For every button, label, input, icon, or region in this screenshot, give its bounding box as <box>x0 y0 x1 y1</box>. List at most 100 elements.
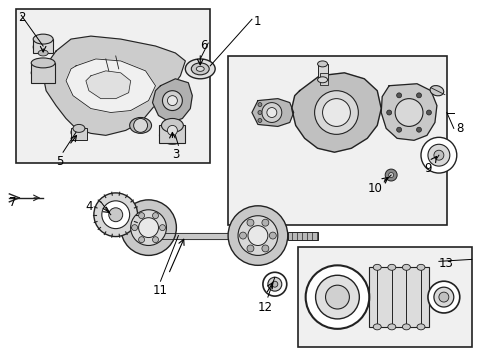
Circle shape <box>102 201 129 229</box>
Ellipse shape <box>161 118 183 132</box>
Ellipse shape <box>416 324 424 330</box>
Bar <box>31 63 55 83</box>
Circle shape <box>138 218 158 238</box>
Circle shape <box>239 232 246 239</box>
Polygon shape <box>86 71 130 99</box>
Circle shape <box>386 110 391 115</box>
Circle shape <box>266 108 276 117</box>
Circle shape <box>262 103 281 122</box>
Ellipse shape <box>191 63 209 75</box>
Circle shape <box>159 225 165 231</box>
Text: 12: 12 <box>257 301 272 314</box>
Circle shape <box>426 110 430 115</box>
Bar <box>368 267 428 327</box>
Ellipse shape <box>31 58 55 68</box>
Circle shape <box>388 172 393 177</box>
Ellipse shape <box>73 125 85 132</box>
Ellipse shape <box>129 117 151 133</box>
Bar <box>227 56 446 225</box>
Circle shape <box>257 111 262 114</box>
Polygon shape <box>43 36 185 135</box>
Circle shape <box>121 200 176 255</box>
Ellipse shape <box>196 66 204 71</box>
Ellipse shape <box>71 126 87 138</box>
Circle shape <box>267 277 281 291</box>
Ellipse shape <box>185 59 215 79</box>
Ellipse shape <box>33 34 53 44</box>
Circle shape <box>269 232 276 239</box>
Text: 1: 1 <box>253 15 261 28</box>
Circle shape <box>108 208 122 222</box>
Circle shape <box>433 150 443 160</box>
Circle shape <box>385 169 396 181</box>
Circle shape <box>416 93 421 98</box>
Circle shape <box>416 127 421 132</box>
Polygon shape <box>66 59 155 113</box>
Ellipse shape <box>33 41 53 53</box>
Circle shape <box>396 127 401 132</box>
Ellipse shape <box>159 126 185 144</box>
Polygon shape <box>291 73 381 152</box>
Circle shape <box>271 281 277 287</box>
Text: 7: 7 <box>9 196 17 209</box>
Bar <box>71 129 87 140</box>
Circle shape <box>227 206 287 265</box>
Circle shape <box>167 125 177 135</box>
Ellipse shape <box>317 77 327 83</box>
Circle shape <box>94 193 137 237</box>
Circle shape <box>427 144 449 166</box>
Circle shape <box>433 287 453 307</box>
Text: 3: 3 <box>172 148 180 161</box>
Circle shape <box>262 245 268 252</box>
Bar <box>16 9 210 163</box>
Text: 13: 13 <box>438 257 453 270</box>
Ellipse shape <box>372 264 381 270</box>
Bar <box>33 39 53 53</box>
Ellipse shape <box>317 61 327 67</box>
Circle shape <box>394 99 422 126</box>
Bar <box>317 64 327 80</box>
Ellipse shape <box>402 264 409 270</box>
Ellipse shape <box>387 264 395 270</box>
Circle shape <box>246 245 253 252</box>
Circle shape <box>257 103 262 107</box>
Circle shape <box>138 237 144 243</box>
Text: 10: 10 <box>366 182 382 195</box>
Text: 4: 4 <box>85 200 92 213</box>
Circle shape <box>130 210 166 246</box>
Circle shape <box>427 281 459 313</box>
Bar <box>159 125 185 143</box>
Circle shape <box>138 213 144 219</box>
Circle shape <box>396 93 401 98</box>
Circle shape <box>131 225 137 231</box>
Text: 5: 5 <box>56 155 63 168</box>
Ellipse shape <box>31 66 55 80</box>
Ellipse shape <box>372 324 381 330</box>
Circle shape <box>315 275 359 319</box>
Ellipse shape <box>429 86 443 96</box>
Circle shape <box>263 272 286 296</box>
Circle shape <box>247 226 267 246</box>
Circle shape <box>257 118 262 122</box>
Text: 6: 6 <box>200 39 207 52</box>
Text: 11: 11 <box>152 284 167 297</box>
Bar <box>287 231 317 239</box>
Circle shape <box>322 99 350 126</box>
Circle shape <box>420 137 456 173</box>
Text: 8: 8 <box>455 122 462 135</box>
Ellipse shape <box>402 324 409 330</box>
Polygon shape <box>251 99 293 126</box>
Circle shape <box>133 118 147 132</box>
Circle shape <box>314 91 358 134</box>
Text: 9: 9 <box>423 162 430 175</box>
Circle shape <box>262 219 268 226</box>
Circle shape <box>162 91 182 111</box>
Circle shape <box>246 219 253 226</box>
Text: 2: 2 <box>18 11 26 24</box>
Circle shape <box>152 213 158 219</box>
Circle shape <box>438 292 448 302</box>
Ellipse shape <box>387 324 395 330</box>
Bar <box>319 73 327 85</box>
Circle shape <box>167 96 177 105</box>
Ellipse shape <box>416 264 424 270</box>
